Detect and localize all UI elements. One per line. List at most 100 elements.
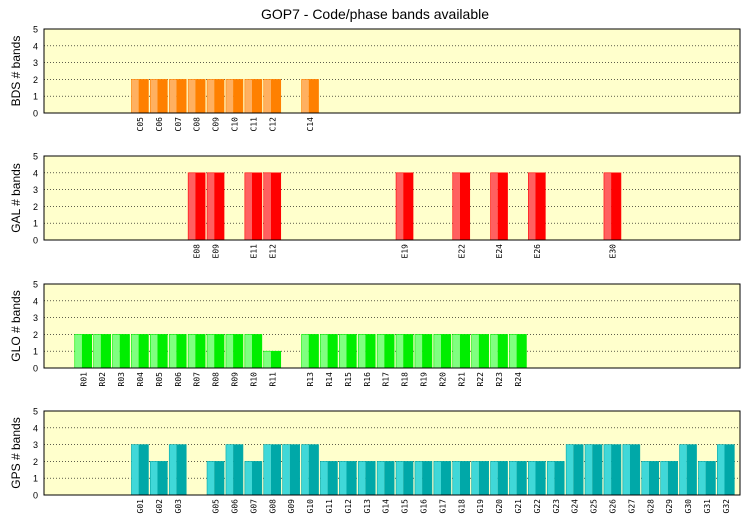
bar-body xyxy=(100,334,111,368)
bar-R03 xyxy=(112,334,130,369)
bar-G03 xyxy=(168,444,187,496)
category-label: G19 xyxy=(476,499,485,514)
bar-highlight xyxy=(339,461,347,495)
bar-body xyxy=(422,461,432,495)
bar-highlight xyxy=(452,461,460,495)
bar-highlight xyxy=(698,461,706,495)
category-label: G22 xyxy=(533,499,542,514)
bar-body xyxy=(308,79,319,113)
bar-body xyxy=(308,334,319,368)
bar-highlight xyxy=(528,172,536,240)
bar-G12 xyxy=(339,461,357,496)
category-label: C10 xyxy=(230,117,239,132)
plot-frame xyxy=(43,155,741,241)
bar-highlight xyxy=(301,334,309,368)
plot-background xyxy=(44,156,740,240)
category-label: E22 xyxy=(457,244,466,259)
category-label: R23 xyxy=(495,372,504,387)
bar-C09 xyxy=(206,79,225,114)
category-label: C08 xyxy=(193,117,202,132)
bar-highlight xyxy=(396,334,404,368)
bar-body xyxy=(270,351,281,368)
plot-frame xyxy=(43,28,741,114)
bar-G17 xyxy=(433,461,452,496)
category-label: G32 xyxy=(722,499,731,514)
bar-E24 xyxy=(490,172,508,241)
bar-C12 xyxy=(263,79,282,114)
category-label: G29 xyxy=(665,499,674,514)
bar-E22 xyxy=(452,172,471,241)
category-label: G06 xyxy=(230,499,239,514)
bar-highlight xyxy=(112,334,120,368)
category-label: G17 xyxy=(438,499,447,514)
y-tick-label: 5 xyxy=(33,407,38,417)
category-label: C14 xyxy=(306,117,315,132)
bar-highlight xyxy=(490,461,498,495)
bar-C07 xyxy=(168,79,187,114)
bar-highlight xyxy=(377,461,385,495)
y-axis-label: GLO # bands xyxy=(9,290,23,361)
bar-body xyxy=(573,444,584,495)
y-tick-label: 3 xyxy=(33,313,38,323)
bar-highlight xyxy=(679,444,687,495)
bar-highlight xyxy=(131,334,139,368)
bar-G09 xyxy=(282,444,300,496)
bar-highlight xyxy=(358,461,366,495)
bar-body xyxy=(459,172,470,240)
plot-frame xyxy=(43,410,741,496)
bar-highlight xyxy=(471,461,479,495)
bar-body xyxy=(346,334,357,368)
bar-body xyxy=(346,461,357,495)
bar-G26 xyxy=(603,444,622,496)
bar-R21 xyxy=(452,334,471,369)
bar-body xyxy=(611,444,621,495)
bar-C11 xyxy=(244,79,263,114)
bar-body xyxy=(459,334,470,368)
category-label: G14 xyxy=(382,499,391,514)
category-label: G18 xyxy=(457,499,466,514)
bar-body xyxy=(233,334,243,368)
bar-highlight xyxy=(188,334,196,368)
bar-G28 xyxy=(641,461,660,496)
y-tick-label: 1 xyxy=(33,92,38,102)
y-tick-label: 4 xyxy=(33,423,38,433)
bar-highlight xyxy=(433,461,441,495)
category-label: G28 xyxy=(646,499,655,514)
bar-G20 xyxy=(490,461,508,496)
bar-highlight xyxy=(207,334,215,368)
bar-G31 xyxy=(698,461,716,496)
y-tick-label: 4 xyxy=(33,168,38,178)
category-label: R05 xyxy=(155,372,164,387)
bar-body xyxy=(686,444,697,495)
bar-body xyxy=(478,461,489,495)
bar-body xyxy=(195,79,206,113)
category-label: E24 xyxy=(495,244,504,259)
bar-G14 xyxy=(376,461,395,496)
category-label: G12 xyxy=(344,499,353,514)
category-label: G21 xyxy=(514,499,523,514)
bar-G22 xyxy=(528,461,546,496)
category-label: R11 xyxy=(268,372,277,387)
y-tick-label: 5 xyxy=(33,152,38,162)
bar-highlight xyxy=(320,334,328,368)
category-label: G31 xyxy=(703,499,712,514)
bar-body xyxy=(384,461,395,495)
category-label: R20 xyxy=(438,372,447,387)
bar-body xyxy=(289,444,300,495)
bar-body xyxy=(327,461,338,495)
category-label: R13 xyxy=(306,372,315,387)
bar-body xyxy=(119,334,130,368)
bar-highlight xyxy=(225,79,234,113)
bar-G13 xyxy=(357,461,376,496)
bar-highlight xyxy=(188,79,196,113)
bar-body xyxy=(138,444,149,495)
category-label: R18 xyxy=(401,372,410,387)
bar-body xyxy=(138,334,149,368)
bar-body xyxy=(478,334,489,368)
bar-highlight xyxy=(490,334,498,368)
bar-R24 xyxy=(509,334,527,369)
y-tick-label: 5 xyxy=(33,25,38,35)
bar-E30 xyxy=(603,172,622,241)
bar-highlight xyxy=(603,172,612,240)
